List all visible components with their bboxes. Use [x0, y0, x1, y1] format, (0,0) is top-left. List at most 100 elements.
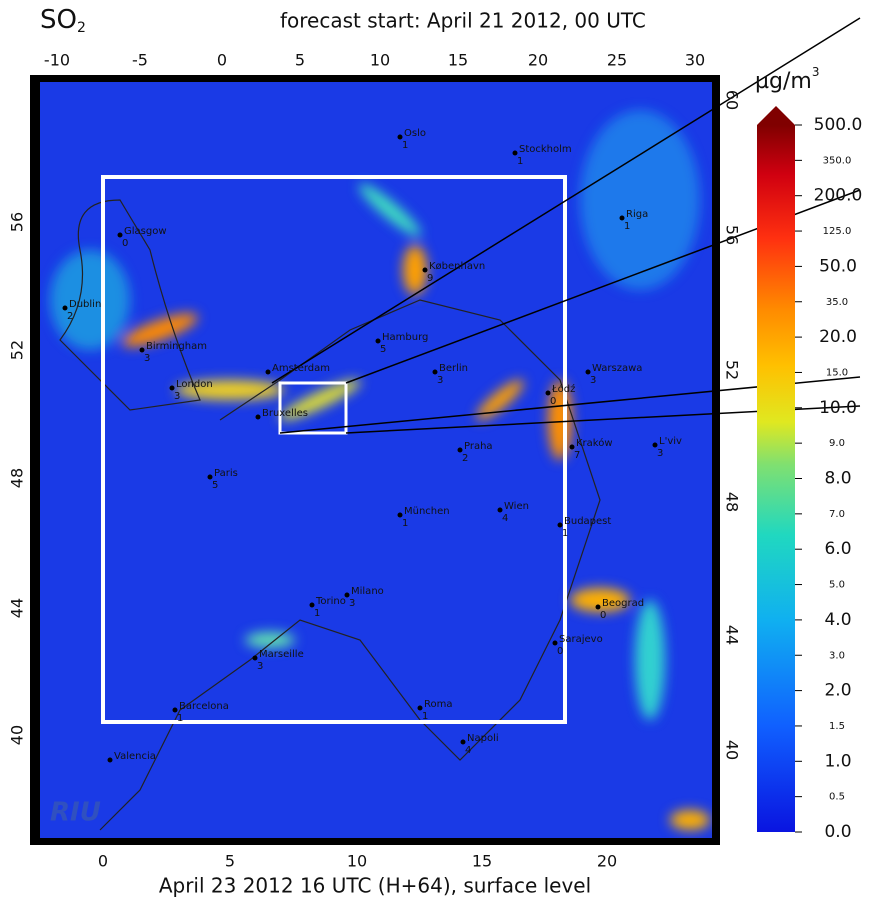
city-marker: [172, 707, 178, 713]
left-tick-label: 56: [8, 212, 27, 232]
city-marker: [460, 739, 466, 745]
city-marker: [252, 655, 258, 661]
city-name: Stockholm: [519, 144, 572, 155]
city-value: 5: [380, 344, 386, 355]
city-value: 1: [422, 711, 428, 722]
city-value: 0: [557, 646, 563, 657]
city-marker: [62, 305, 68, 311]
right-tick-label: 40: [723, 740, 742, 760]
left-tick-label: 44: [8, 598, 27, 618]
colorbar-arrow: [757, 106, 795, 125]
colorbar-label: 200.0: [814, 186, 863, 206]
bottom-tick-label: 20: [597, 852, 617, 871]
city-marker: [652, 442, 658, 448]
top-tick-label: 20: [528, 51, 548, 70]
colorbar-label: 8.0: [824, 469, 851, 489]
city-name: Budapest: [564, 516, 611, 527]
city-marker: [545, 390, 551, 396]
colorbar-label: 350.0: [823, 155, 852, 166]
bottom-tick-label: 10: [347, 852, 367, 871]
top-tick-label: 10: [370, 51, 390, 70]
concentration-plumes: [50, 110, 710, 830]
city-name: London: [176, 379, 213, 390]
city-value: 3: [657, 448, 663, 459]
city-marker: [595, 604, 601, 610]
left-tick-label: 40: [8, 725, 27, 745]
city-name: Beograd: [602, 598, 644, 609]
city-marker: [552, 640, 558, 646]
top-tick-label: 25: [607, 51, 627, 70]
colorbar-label: 6.0: [824, 539, 851, 559]
city-marker: [265, 369, 271, 375]
right-tick-label: 52: [723, 360, 742, 380]
city-value: 1: [624, 221, 630, 232]
caption: April 23 2012 16 UTC (H+64), surface lev…: [159, 874, 591, 898]
city-name: Riga: [626, 209, 648, 220]
city-value: 3: [349, 598, 355, 609]
left-tick-label: 48: [8, 468, 27, 488]
city-name: L'viv: [659, 436, 682, 447]
bottom-tick-label: 0: [98, 852, 108, 871]
logo: RIU: [50, 798, 101, 828]
city-name: Bruxelles: [262, 408, 308, 419]
city-marker: [255, 414, 261, 420]
city-value: 2: [462, 453, 468, 464]
title: SO2: [40, 5, 86, 37]
right-tick-label: 44: [723, 625, 742, 645]
city-marker: [397, 512, 403, 518]
city-value: 0: [600, 610, 606, 621]
city-name: Warszawa: [592, 363, 642, 374]
city-name: Marseille: [259, 649, 304, 660]
zoom-box: [278, 381, 348, 435]
city-name: Barcelona: [179, 701, 229, 712]
city-marker: [497, 507, 503, 513]
city-name: Glasgow: [124, 226, 167, 237]
city-value: 3: [437, 375, 443, 386]
city-name: Dublin: [69, 299, 101, 310]
city-marker: [397, 134, 403, 140]
city-marker: [512, 150, 518, 156]
city-name: Hamburg: [382, 332, 428, 343]
city-name: Paris: [214, 468, 238, 479]
city-marker: [619, 215, 625, 221]
colorbar-label: 0.5: [829, 792, 845, 803]
city-name: Łódź: [551, 383, 575, 395]
colorbar-label: 3.0: [829, 650, 845, 661]
city-value: 3: [257, 661, 263, 672]
city-marker: [207, 474, 213, 480]
city-name: Torino: [315, 596, 346, 607]
city-name: Praha: [464, 441, 493, 452]
city-marker: [422, 267, 428, 273]
city-marker: [117, 232, 123, 238]
colorbar-label: 7.0: [829, 509, 845, 520]
top-tick-label: 30: [685, 51, 705, 70]
right-tick-label: 56: [723, 225, 742, 245]
top-tick-label: 0: [217, 51, 227, 70]
colorbar-label: 15.0: [826, 367, 848, 378]
nested-domain: [101, 175, 567, 724]
city-value: 3: [174, 391, 180, 402]
city-value: 7: [574, 450, 580, 461]
bottom-tick-label: 15: [472, 852, 492, 871]
city-value: 2: [67, 311, 73, 322]
colorbar-label: 0.0: [824, 822, 851, 842]
colorbar: µg/m3: [755, 65, 819, 832]
city-marker: [375, 338, 381, 344]
top-tick-label: 15: [448, 51, 468, 70]
city-value: 5: [212, 480, 218, 491]
colorbar-label: 35.0: [826, 297, 848, 308]
city-value: 1: [402, 140, 408, 151]
colorbar-label: 50.0: [819, 256, 857, 276]
city-value: 4: [465, 745, 471, 756]
city-name: København: [429, 261, 485, 272]
city-marker: [569, 444, 575, 450]
city-name: Berlin: [439, 363, 468, 374]
city-name: Napoli: [467, 733, 499, 744]
colorbar-label: 1.5: [829, 721, 845, 732]
bottom-tick-label: 5: [225, 852, 235, 871]
city-name: Birmingham: [146, 341, 207, 352]
city-value: 1: [314, 608, 320, 619]
city-value: 9: [427, 273, 433, 284]
city-marker: [309, 602, 315, 608]
